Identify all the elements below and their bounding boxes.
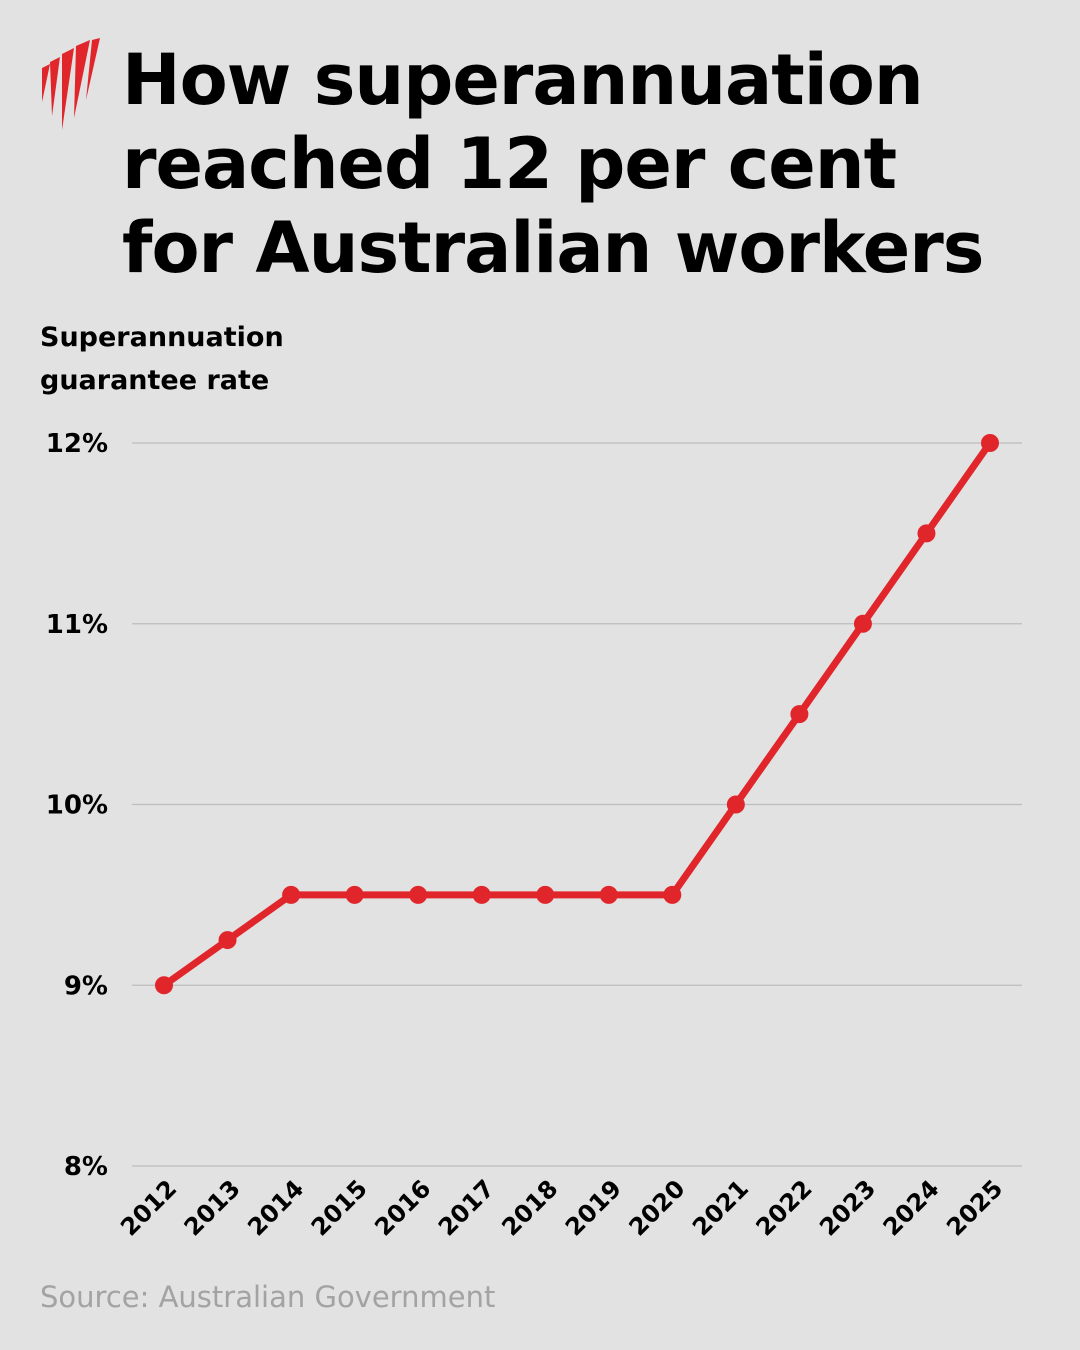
y-tick-label: 8% bbox=[64, 1152, 108, 1182]
data-point bbox=[853, 614, 872, 633]
y-tick-labels: 8% 9% 10% 11% 12% bbox=[46, 429, 108, 1182]
source-note: Source: Australian Government bbox=[40, 1280, 496, 1314]
x-tick-label: 2019 bbox=[560, 1174, 627, 1241]
x-tick-label: 2023 bbox=[814, 1174, 881, 1241]
x-tick-label: 2013 bbox=[179, 1174, 246, 1241]
data-point bbox=[599, 885, 618, 904]
data-point bbox=[409, 885, 428, 904]
x-tick-label: 2024 bbox=[878, 1174, 945, 1241]
x-tick-label: 2018 bbox=[496, 1174, 563, 1241]
data-point bbox=[155, 976, 173, 995]
data-point bbox=[726, 795, 745, 814]
y-axis-label: Superannuation guarantee rate bbox=[40, 322, 284, 396]
sbs-logo-icon bbox=[42, 38, 100, 130]
series-line-path bbox=[160, 439, 994, 989]
series-line bbox=[160, 439, 994, 989]
x-tick-label: 2016 bbox=[369, 1174, 436, 1241]
data-point bbox=[536, 885, 555, 904]
x-tick-label: 2022 bbox=[751, 1174, 818, 1241]
y-tick-label: 12% bbox=[46, 429, 108, 459]
data-point bbox=[472, 885, 491, 904]
grid-lines bbox=[132, 442, 1022, 1167]
x-tick-label: 2017 bbox=[433, 1174, 500, 1241]
x-tick-label: 2012 bbox=[115, 1174, 182, 1241]
y-tick-label: 10% bbox=[46, 791, 108, 821]
y-tick-label: 9% bbox=[64, 971, 108, 1001]
x-tick-label: 2020 bbox=[624, 1174, 691, 1241]
data-point bbox=[282, 885, 301, 904]
data-point bbox=[218, 931, 237, 950]
chart-title: How superannuation reached 12 per cent f… bbox=[122, 39, 984, 289]
data-points bbox=[155, 434, 999, 995]
x-tick-label: 2025 bbox=[941, 1174, 1008, 1241]
y-tick-label: 11% bbox=[46, 610, 108, 640]
data-point bbox=[917, 524, 936, 543]
data-point bbox=[345, 885, 364, 904]
x-tick-label: 2014 bbox=[242, 1174, 309, 1241]
data-point bbox=[790, 705, 809, 724]
x-tick-label: 2021 bbox=[687, 1174, 754, 1241]
x-tick-labels: 2012201320142015201620172018201920202021… bbox=[115, 1174, 1008, 1241]
data-point bbox=[663, 885, 682, 904]
data-point bbox=[981, 434, 999, 452]
x-tick-label: 2015 bbox=[306, 1174, 373, 1241]
